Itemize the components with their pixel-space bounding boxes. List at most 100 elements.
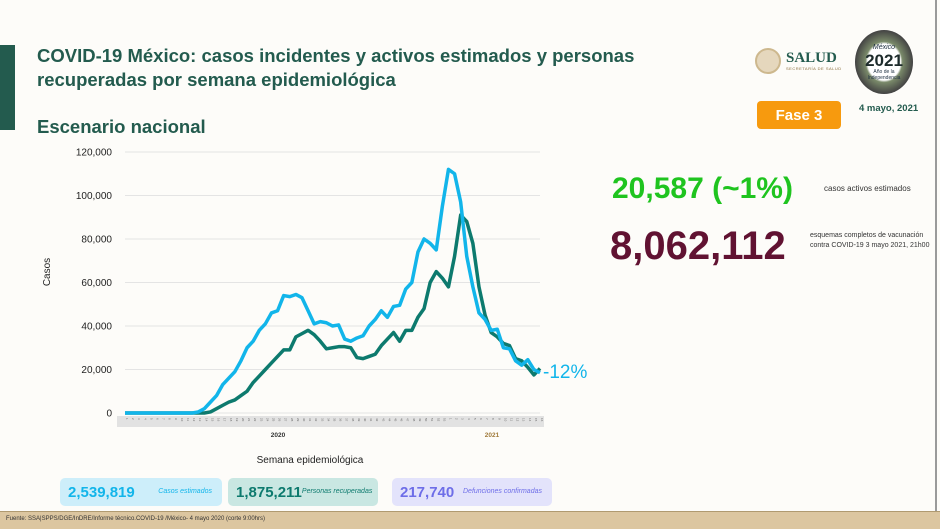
x-tick-label: 42 (375, 418, 379, 422)
x-tick-label: 48 (412, 418, 416, 422)
x-tick-label: 53 (442, 418, 446, 422)
report-date: 4 mayo, 2021 (859, 103, 919, 114)
x-tick-label: 28 (290, 418, 294, 422)
x-tick-label: 44 (387, 418, 391, 422)
x-tick-label: 13 (522, 418, 526, 422)
x-tick-label: 32 (314, 418, 318, 422)
x-tick-label: 21 (247, 418, 251, 422)
y-tick-label: 100,000 (76, 191, 113, 202)
x-tick-label: 25 (271, 418, 275, 422)
year-label-2020: 2020 (271, 432, 286, 439)
chart: 0 20,000 40,000 60,000 80,000 100,000 120,000 1… (42, 148, 587, 467)
change-annotation: -12% (543, 362, 587, 383)
x-tick-label: 31 (308, 418, 312, 422)
active-cases-value: 20,587 (~1%) (612, 172, 793, 205)
x-tick-label: 8 (491, 418, 495, 420)
x-tick-label: 1 (125, 418, 129, 420)
x-tick-label: 2 (455, 418, 459, 420)
x-tick-label: 6 (156, 418, 160, 420)
x-tick-label: 33 (320, 418, 324, 422)
vaccination-value: 8,062,112 (610, 224, 786, 268)
x-tick-label: 22 (253, 418, 257, 422)
x-tick-label: 15 (534, 418, 538, 422)
x-tick-label: 38 (351, 418, 355, 422)
y-tick-label: 40,000 (81, 322, 112, 333)
x-tick-label: 47 (406, 418, 410, 422)
x-tick-label: 9 (174, 418, 178, 420)
x-tick-label: 19 (235, 418, 239, 422)
phase-badge: Fase 3 (757, 101, 841, 129)
seal-icon (755, 48, 781, 74)
x-tick-label: 41 (369, 418, 373, 422)
x-tick-label: 5 (473, 418, 477, 420)
x-tick-label: 27 (284, 418, 288, 422)
y-tick-label: 120,000 (76, 148, 113, 159)
x-tick-label: 16 (217, 418, 221, 422)
x-tick-label: 24 (265, 418, 269, 422)
x-tick-label: 4 (143, 418, 147, 420)
card-recovered: 1,875,211 Personas recuperadas (228, 478, 378, 506)
series-line-0 (125, 167, 541, 415)
x-tick-label: 6 (479, 418, 483, 420)
source-note: Fuente: SSA|SPPS/DGE/InDRE/Informe técni… (6, 516, 265, 522)
x-tick-label: 23 (259, 418, 263, 422)
x-tick-label: 10 (180, 418, 184, 422)
x-tick-label: 52 (436, 418, 440, 422)
x-tick-label: 37 (345, 418, 349, 422)
x-tick-label: 51 (430, 418, 434, 422)
x-tick-label: 26 (278, 418, 282, 422)
x-tick-label: 16 (540, 418, 544, 422)
x-tick-label: 8 (168, 418, 172, 420)
x-tick-label: 29 (296, 418, 300, 422)
y-axis-label: Casos (42, 258, 53, 286)
x-tick-label: 1 (448, 418, 452, 420)
x-tick-label: 5 (149, 418, 153, 420)
x-tick-label: 4 (467, 418, 471, 420)
divider (935, 0, 937, 511)
card-cases: 2,539,819 Casos estimados (60, 478, 222, 506)
card-deaths: 217,740 Defunciones confirmadas (392, 478, 552, 506)
x-tick-label: 13 (198, 418, 202, 422)
x-tick-label: 15 (210, 418, 214, 422)
y-tick-label: 0 (106, 409, 112, 420)
x-tick-label: 46 (400, 418, 404, 422)
x-tick-label: 2 (131, 418, 135, 420)
x-tick-label: 20 (241, 418, 245, 422)
x-tick-label: 3 (461, 418, 465, 420)
x-tick-label: 36 (339, 418, 343, 422)
page-title: COVID-19 México: casos incidentes y acti… (37, 45, 635, 90)
x-tick-label: 17 (223, 418, 227, 422)
x-tick-label: 7 (485, 418, 489, 420)
x-tick-label: 3 (137, 418, 141, 420)
accent-bar (0, 45, 15, 130)
x-tick-label: 30 (302, 418, 306, 422)
x-tick-label: 43 (381, 418, 385, 422)
x-tick-label: 9 (497, 418, 501, 420)
x-tick-label: 40 (363, 418, 367, 422)
x-tick-label: 12 (192, 418, 196, 422)
x-tick-label: 35 (333, 418, 337, 422)
y-tick-label: 80,000 (81, 235, 112, 246)
x-tick-label: 50 (424, 418, 428, 422)
year-label-2021: 2021 (485, 432, 500, 439)
active-cases-label: casos activos estimados (824, 184, 911, 193)
x-tick-label: 11 (509, 418, 513, 421)
x-axis-label: Semana epidemiológica (257, 455, 364, 466)
x-tick-label: 11 (186, 418, 190, 421)
x-tick-label: 34 (326, 418, 330, 422)
page-subtitle: Escenario nacional (37, 116, 206, 137)
footer: Fuente: SSA|SPPS/DGE/InDRE/Informe técni… (0, 511, 940, 529)
y-tick-label: 20,000 (81, 365, 112, 376)
x-tick-label: 12 (516, 418, 520, 422)
x-tick-label: 7 (162, 418, 166, 420)
logo-2021: México 2021 Año de la Independencia (855, 30, 913, 94)
x-tick-label: 45 (394, 418, 398, 422)
x-tick-label: 10 (503, 418, 507, 422)
vaccination-label: esquemas completos de vacunación contra … (810, 232, 930, 249)
salud-logo: SALUD SECRETARÍA DE SALUD (755, 48, 842, 74)
x-tick-label: 14 (528, 418, 532, 422)
y-tick-label: 60,000 (81, 278, 112, 289)
x-tick-label: 49 (418, 418, 422, 422)
x-tick-strip (117, 416, 544, 427)
x-tick-label: 18 (229, 418, 233, 422)
